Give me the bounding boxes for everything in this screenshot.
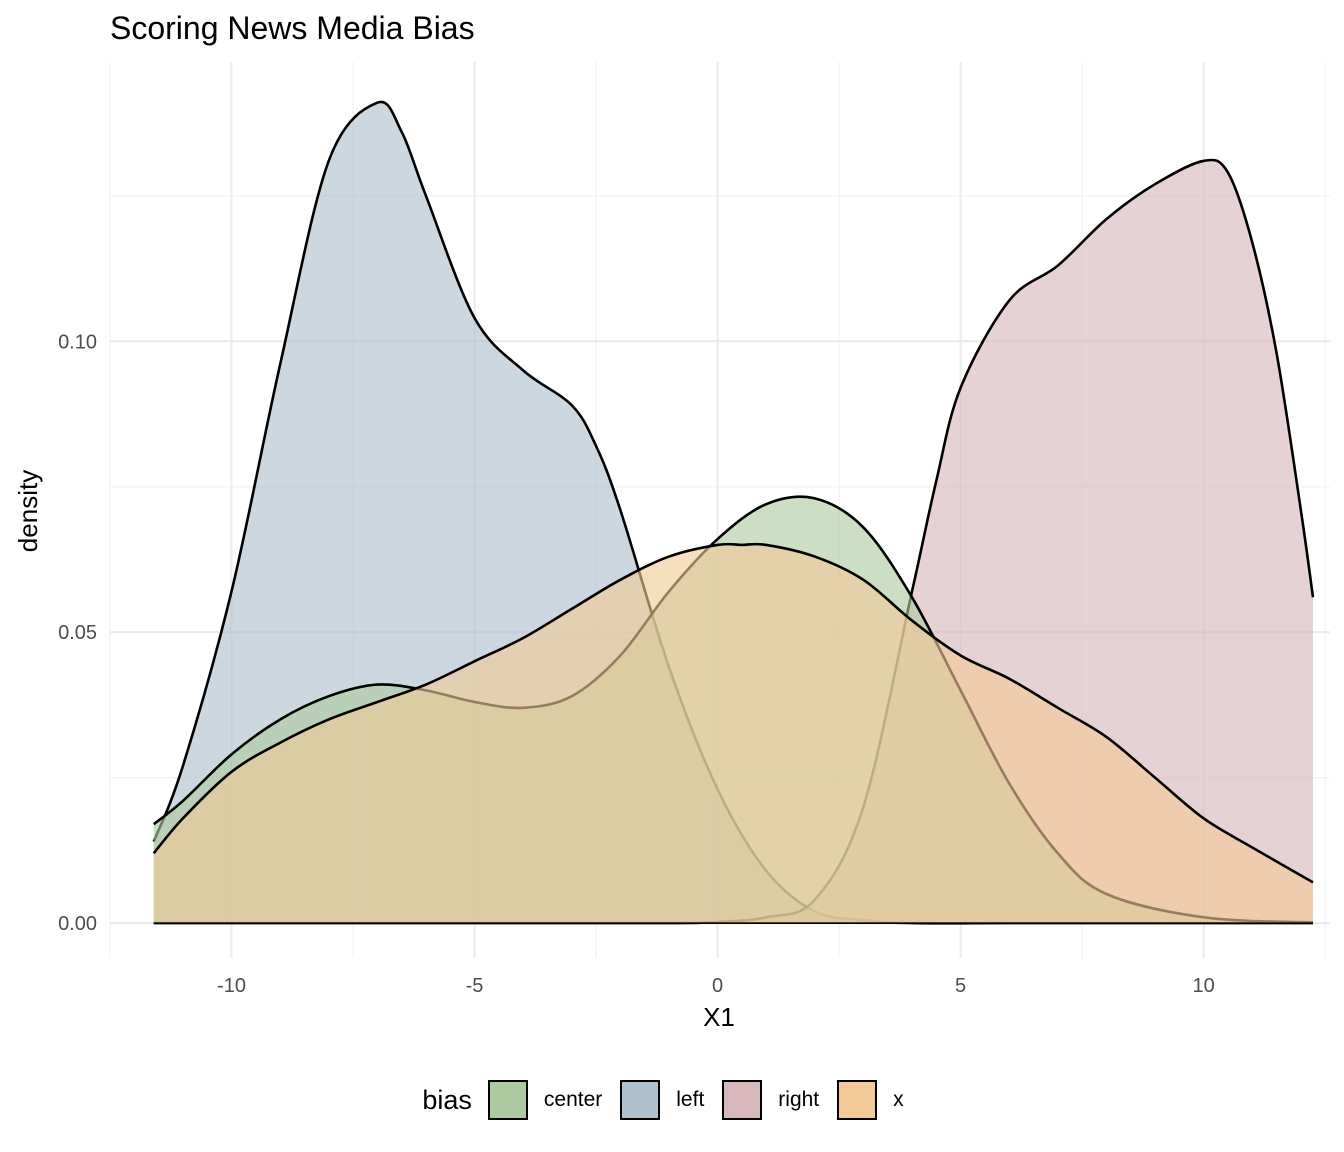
legend-item-left: left [620, 1080, 704, 1120]
legend-items: center left right x [487, 1080, 922, 1120]
y-tick-label: 0.05 [58, 622, 97, 644]
x-axis-title: X1 [703, 1002, 735, 1032]
y-axis-ticks: 0.00 0.05 0.10 [58, 331, 97, 935]
density-areas [152, 100, 1315, 925]
x-tick-label: 10 [1193, 975, 1215, 997]
x-tick-label: -10 [217, 975, 246, 997]
legend-item-center: center [487, 1080, 603, 1120]
x-axis-ticks: -10 -5 0 5 10 [217, 975, 1215, 997]
legend-key-right [722, 1080, 763, 1120]
density-plot: -10 -5 0 5 10 0.00 0.05 0.10 X1 density [13, 62, 1330, 1032]
legend-label-center: center [543, 1088, 603, 1111]
density-curve-x [152, 542, 1314, 884]
legend-label-left: left [676, 1088, 705, 1111]
legend-title: bias [422, 1084, 472, 1115]
legend-key-left [620, 1080, 661, 1120]
legend-key-center [487, 1080, 528, 1120]
x-tick-label: 5 [955, 975, 966, 997]
density-area-x [153, 544, 1313, 924]
legend-key-x [837, 1080, 878, 1120]
legend-label-x: x [893, 1088, 904, 1111]
legend-label-right: right [778, 1088, 820, 1111]
legend-item-x: x [837, 1080, 904, 1120]
x-tick-label: 0 [712, 975, 723, 997]
chart-title: Scoring News Media Bias [110, 10, 475, 46]
y-axis-title: density [13, 470, 43, 552]
legend: bias center left right x [0, 1076, 1344, 1124]
y-tick-label: 0.10 [58, 331, 97, 353]
legend-item-right: right [722, 1080, 819, 1120]
x-tick-label: -5 [466, 975, 484, 997]
y-tick-label: 0.00 [58, 913, 97, 935]
